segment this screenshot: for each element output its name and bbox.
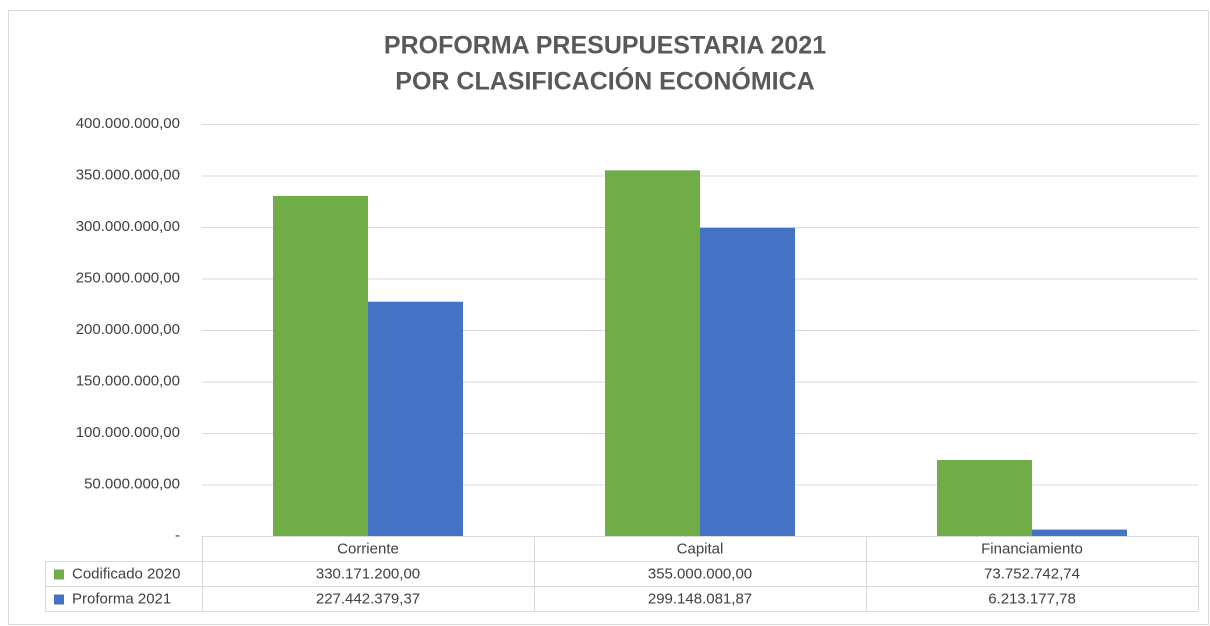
table-value: 299.148.081,87 xyxy=(648,590,752,607)
table-value: 73.752.742,74 xyxy=(984,565,1080,582)
x-tick-label: Corriente xyxy=(337,540,399,557)
y-tick-label: 250.000.000,00 xyxy=(76,269,180,286)
chart-title: POR CLASIFICACIÓN ECONÓMICA xyxy=(395,66,814,96)
legend-swatch xyxy=(54,569,64,580)
chart-title: PROFORMA PRESUPUESTARIA 2021 xyxy=(384,32,826,60)
legend-swatch xyxy=(54,594,64,605)
bar xyxy=(273,195,368,537)
legend-label: Proforma 2021 xyxy=(72,590,171,607)
table-value: 355.000.000,00 xyxy=(648,565,752,582)
x-tick-label: Financiamiento xyxy=(981,540,1083,557)
legend-label: Codificado 2020 xyxy=(72,565,180,582)
y-tick-label: 300.000.000,00 xyxy=(76,218,180,235)
y-tick-label: 350.000.000,00 xyxy=(76,166,180,183)
y-tick-label: - xyxy=(175,527,180,544)
y-tick-label: 400.000.000,00 xyxy=(76,115,180,132)
bar xyxy=(1032,529,1127,536)
table-value: 227.442.379,37 xyxy=(316,590,420,607)
table-value: 330.171.200,00 xyxy=(316,565,420,582)
y-tick-label: 200.000.000,00 xyxy=(76,321,180,338)
y-tick-label: 50.000.000,00 xyxy=(84,475,180,492)
bar xyxy=(700,227,795,536)
x-tick-label: Capital xyxy=(677,540,724,557)
table-value: 6.213.177,78 xyxy=(988,590,1076,607)
y-tick-label: 100.000.000,00 xyxy=(76,424,180,441)
bar xyxy=(605,170,700,536)
y-tick-label: 150.000.000,00 xyxy=(76,372,180,389)
bar xyxy=(937,460,1032,536)
bar xyxy=(368,301,463,536)
